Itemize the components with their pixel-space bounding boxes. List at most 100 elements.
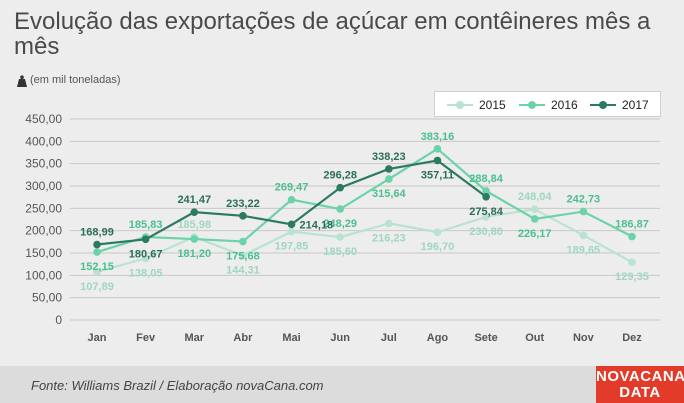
data-point-2016 [628, 232, 636, 241]
x-tick-label: Ago [427, 332, 449, 344]
data-label-2017: 214,18 [300, 219, 334, 231]
data-point-2016 [433, 145, 442, 153]
data-point-2017 [433, 156, 442, 165]
x-tick-label: Fev [136, 332, 156, 344]
data-label-2016: 181,20 [177, 248, 211, 260]
data-label-2016: 269,47 [275, 182, 309, 194]
x-tick-label: Jan [88, 332, 107, 344]
y-tick-label: 400,00 [25, 134, 62, 148]
legend-swatch-2016 [519, 101, 545, 109]
data-label-2016: 152,15 [80, 261, 114, 273]
footer-bar [0, 366, 684, 403]
legend-item-2016: 2016 [519, 92, 578, 118]
logo-line-1: NOVACANA [596, 368, 684, 385]
y-tick-label: 450,00 [25, 112, 62, 126]
legend-label-2016: 2016 [551, 98, 578, 112]
y-tick-label: 350,00 [25, 157, 62, 171]
series-line-2016 [96, 147, 633, 254]
data-point-2016 [287, 195, 296, 204]
data-point-2017 [141, 235, 150, 244]
data-label-2015: 185,98 [177, 219, 211, 231]
y-tick-label: 200,00 [25, 224, 62, 238]
data-point-2015 [433, 228, 442, 236]
y-tick-label: 150,00 [25, 246, 62, 260]
data-point-2017 [93, 240, 101, 249]
data-point-2017 [239, 212, 247, 220]
y-tick-label: 0 [55, 313, 62, 327]
data-label-2017: 241,47 [177, 194, 211, 206]
legend-item-2015: 2015 [447, 92, 506, 118]
data-point-2016 [190, 235, 199, 243]
data-point-2015 [579, 231, 588, 240]
x-tick-label: Abr [233, 332, 253, 344]
data-label-2017: 357,11 [421, 169, 454, 181]
data-point-2015 [141, 254, 150, 263]
data-point-2017 [482, 192, 490, 201]
data-label-2015: 248,04 [518, 191, 553, 203]
data-label-2016: 186,87 [615, 219, 649, 231]
x-tick-label: Jun [330, 332, 350, 344]
x-tick-label: Dez [622, 332, 642, 344]
data-point-2015 [530, 205, 539, 214]
data-point-2015 [385, 219, 393, 228]
data-point-2015 [287, 227, 296, 236]
data-label-2016: 383,16 [421, 131, 455, 143]
data-label-2015: 216,23 [372, 232, 406, 244]
data-point-2016 [336, 205, 344, 213]
data-label-2016: 315,64 [372, 188, 407, 200]
legend-label-2015: 2015 [479, 98, 506, 112]
data-point-2017 [287, 220, 296, 229]
legend-swatch-2017 [590, 101, 616, 109]
data-label-2017: 180,67 [129, 248, 163, 260]
x-tick-label: Out [525, 332, 544, 344]
data-label-2015: 197,85 [275, 241, 309, 253]
novacana-data-logo: NOVACANA DATA [596, 366, 684, 403]
legend-label-2017: 2017 [622, 98, 649, 112]
data-point-2015 [93, 268, 101, 276]
data-label-2016: 185,83 [129, 219, 163, 231]
x-tick-label: Sete [474, 332, 497, 344]
logo-line-2: DATA [619, 384, 661, 401]
data-label-2016: 242,73 [567, 194, 601, 206]
y-tick-label: 50,00 [32, 291, 62, 305]
chart-title: Evolução das exportações de açúcar em co… [14, 8, 651, 60]
data-point-2015 [336, 233, 344, 241]
data-label-2015: 185,60 [323, 246, 357, 258]
data-point-2016 [482, 187, 490, 195]
y-tick-label: 300,00 [25, 179, 62, 193]
data-label-2015: 129,35 [615, 271, 649, 283]
source-note: Fonte: Williams Brazil / Elaboração nova… [31, 378, 324, 393]
data-label-2015: 189,65 [567, 244, 601, 256]
data-point-2015 [239, 251, 247, 260]
weight-icon [17, 75, 27, 87]
series-line-2015 [96, 208, 633, 273]
data-point-2017 [190, 208, 199, 216]
line-chart: 0 50,00 100,00 150,00 200,00 250,00 300,00 350,… [25, 112, 660, 344]
data-point-2016 [530, 215, 539, 223]
data-point-2016 [579, 207, 588, 216]
legend-item-2017: 2017 [590, 92, 649, 118]
data-label-2015: 230,80 [469, 226, 503, 238]
data-point-2016 [239, 237, 247, 246]
data-point-2016 [385, 175, 393, 183]
y-tick-label: 100,00 [25, 268, 62, 282]
x-tick-label: Mai [282, 332, 300, 344]
x-tick-label: Jul [381, 332, 397, 344]
data-label-2015: 107,89 [80, 281, 114, 293]
legend-swatch-2015 [447, 101, 473, 109]
data-label-2017: 168,99 [80, 227, 114, 239]
data-label-2016: 248,29 [323, 218, 357, 230]
data-label-2017: 233,22 [226, 198, 260, 210]
data-point-2016 [93, 248, 101, 256]
data-point-2015 [628, 258, 636, 267]
data-point-2017 [336, 183, 344, 192]
data-label-2016: 175,68 [226, 251, 260, 263]
y-tick-label: 250,00 [25, 201, 62, 215]
data-label-2017: 338,23 [372, 151, 406, 163]
data-label-2017: 296,28 [323, 170, 357, 182]
chart-legend: 2015 2016 2017 [434, 91, 661, 117]
data-point-2017 [385, 165, 393, 173]
data-label-2017: 275,84 [469, 206, 504, 218]
data-label-2015: 138,05 [129, 267, 163, 279]
